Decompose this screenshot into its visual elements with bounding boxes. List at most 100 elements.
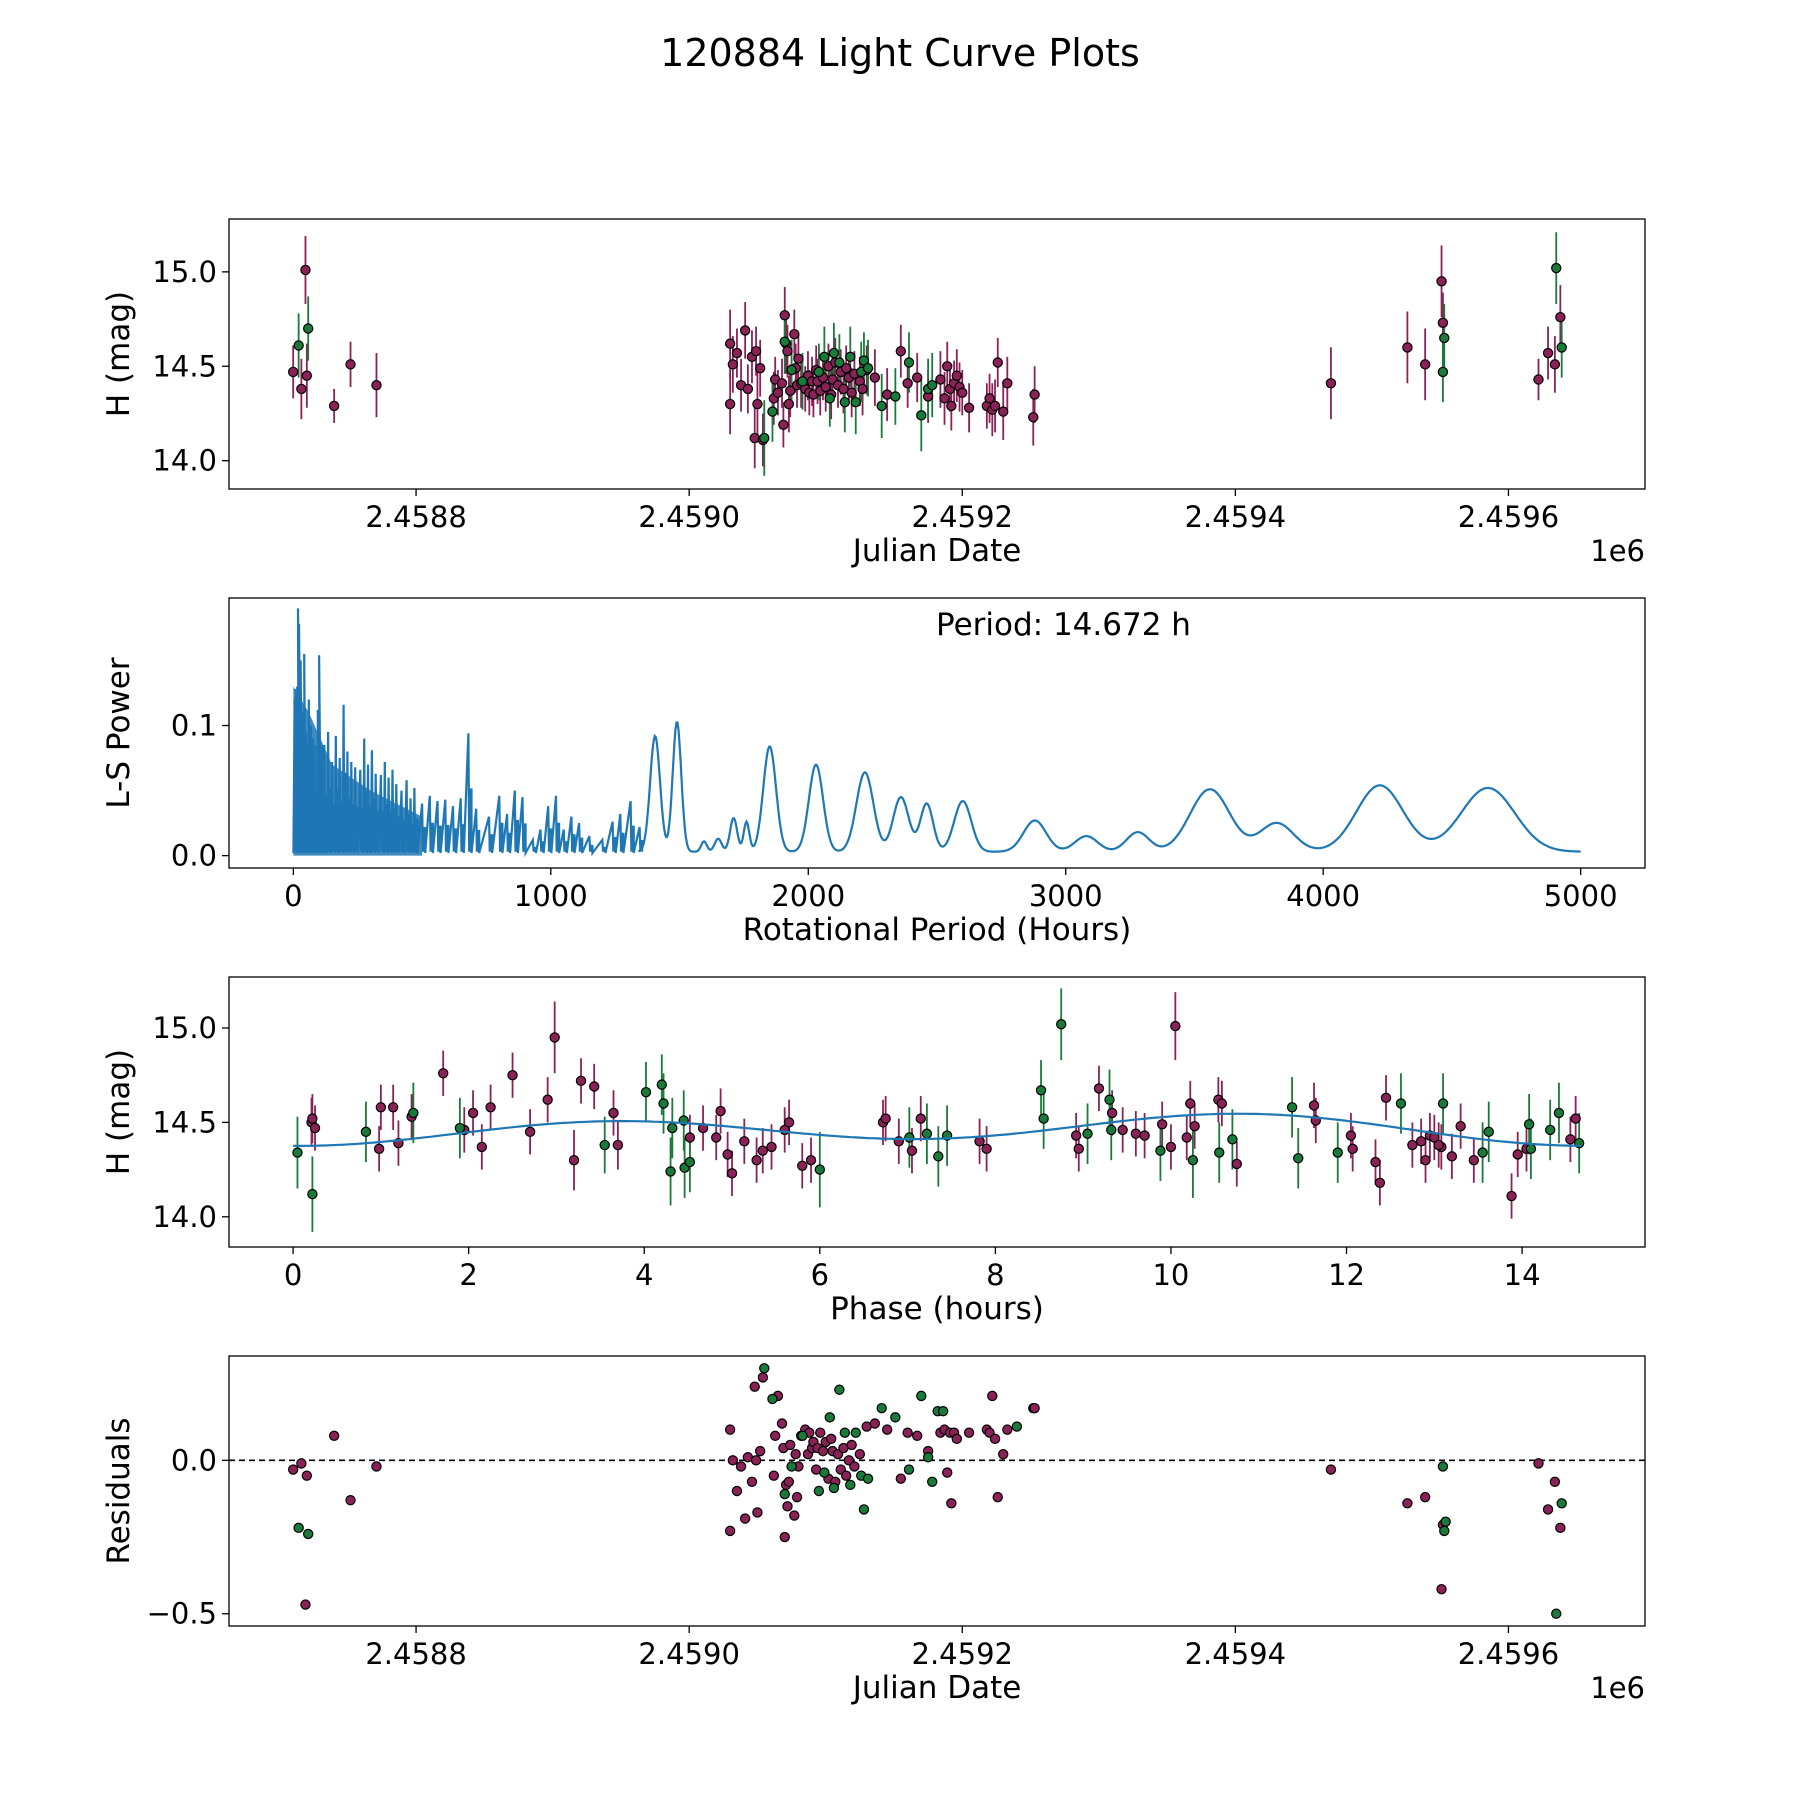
data-point-r (524, 1126, 536, 1138)
data-point-r (1446, 1151, 1458, 1162)
data-point-r (727, 359, 739, 370)
data-point-r (1407, 1139, 1418, 1151)
data-point-r (1325, 378, 1337, 389)
data-point-r (1106, 1107, 1118, 1119)
data-point-r (754, 362, 766, 374)
data-point-r (957, 387, 968, 398)
data-point-g (921, 1128, 933, 1139)
plot-frame (228, 976, 1646, 1248)
data-point-r (951, 370, 962, 381)
data-point-r (750, 345, 762, 357)
y-tick-label: 0.0 (171, 1443, 217, 1477)
data-point-r (711, 1132, 722, 1143)
data-point-r (1542, 347, 1554, 359)
data-point-r (846, 387, 857, 398)
data-point-g (937, 1406, 949, 1417)
data-point-g (1556, 342, 1567, 353)
data-point-r (1181, 1132, 1192, 1143)
data-point-r (1415, 1136, 1427, 1147)
data-point-g (1187, 1154, 1199, 1166)
data-point-g (1155, 1145, 1166, 1156)
x-tick-label: 14 (1504, 1258, 1541, 1292)
data-point-r (742, 383, 754, 395)
data-point-r (1433, 1139, 1444, 1151)
data-point-r (1002, 378, 1013, 389)
plot-area (287, 232, 1567, 476)
data-point-g (759, 1363, 770, 1374)
data-point-r (1170, 1020, 1181, 1032)
data-point-g (1437, 366, 1449, 378)
data-point-r (684, 1132, 696, 1143)
data-point-r (1117, 1124, 1128, 1136)
data-point-r (854, 1448, 866, 1460)
data-point-r (373, 1143, 385, 1155)
data-point-r (296, 1458, 307, 1469)
data-point-r (1549, 1476, 1561, 1487)
data-point-g (1439, 1525, 1450, 1537)
data-point-g (839, 1427, 851, 1438)
data-point-r (776, 1418, 788, 1429)
data-point-r (912, 372, 923, 383)
data-point-r (300, 1599, 311, 1610)
data-point-r (1555, 311, 1566, 323)
data-point-r (301, 370, 313, 381)
data-point-g (454, 1122, 466, 1134)
data-point-g (797, 1430, 808, 1441)
data-point-g (862, 362, 874, 374)
data-point-r (857, 383, 868, 395)
data-point-g (658, 1098, 669, 1109)
data-point-r (1436, 1583, 1447, 1595)
data-point-g (845, 1479, 856, 1491)
data-point-r (739, 325, 751, 336)
data-point-r (1555, 1522, 1566, 1534)
plot-area (229, 1363, 1645, 1619)
x-tick-label: 2.4594 (1185, 500, 1286, 534)
x-tick-label: 2.4590 (638, 1637, 739, 1671)
data-point-r (776, 378, 788, 389)
data-point-r (542, 1094, 553, 1105)
data-point-r (507, 1069, 518, 1081)
data-point-r (1549, 359, 1561, 370)
x-tick-label: 8 (986, 1258, 1004, 1292)
plot-area (292, 608, 1581, 858)
data-point-r (946, 1498, 957, 1509)
data-point-g (1551, 1608, 1562, 1619)
x-tick-label: 2.4588 (365, 500, 466, 534)
data-point-g (293, 1522, 304, 1534)
data-point-g (1056, 1019, 1067, 1030)
data-point-r (906, 1145, 918, 1156)
data-point-g (786, 364, 797, 376)
data-point-r (790, 1448, 801, 1460)
data-point-r (1455, 1120, 1466, 1132)
x-tick-label: 2.4594 (1185, 1637, 1286, 1671)
data-point-g (640, 1086, 652, 1098)
data-point-g (890, 1412, 901, 1423)
data-point-r (757, 1372, 769, 1383)
data-point-r (840, 1470, 852, 1481)
data-point-r (1325, 1464, 1337, 1475)
data-point-g (834, 1384, 845, 1395)
data-point-r (768, 1470, 780, 1481)
data-point-r (287, 366, 299, 378)
data-point-r (838, 383, 849, 395)
x-tick-label: 0 (284, 1258, 302, 1292)
x-tick-label: 6 (811, 1258, 829, 1292)
data-point-r (301, 1470, 313, 1481)
y-axis-label: H (mag) (101, 291, 137, 417)
x-tick-label: 2000 (771, 879, 845, 913)
data-point-r (772, 387, 784, 398)
data-point-g (916, 410, 927, 421)
data-point-g (1214, 1147, 1225, 1158)
data-point-r (778, 419, 789, 431)
data-point-r (992, 357, 1003, 368)
y-tick-label: 14.0 (152, 444, 217, 478)
x-tick-label: 2 (459, 1258, 477, 1292)
data-point-g (656, 1079, 667, 1090)
x-axis-label: Phase (hours) (830, 1291, 1044, 1327)
data-point-r (1156, 1119, 1168, 1130)
data-point-r (782, 1501, 793, 1512)
data-point-r (820, 381, 831, 393)
data-point-r (467, 1107, 479, 1119)
data-point-g (1104, 1094, 1115, 1105)
